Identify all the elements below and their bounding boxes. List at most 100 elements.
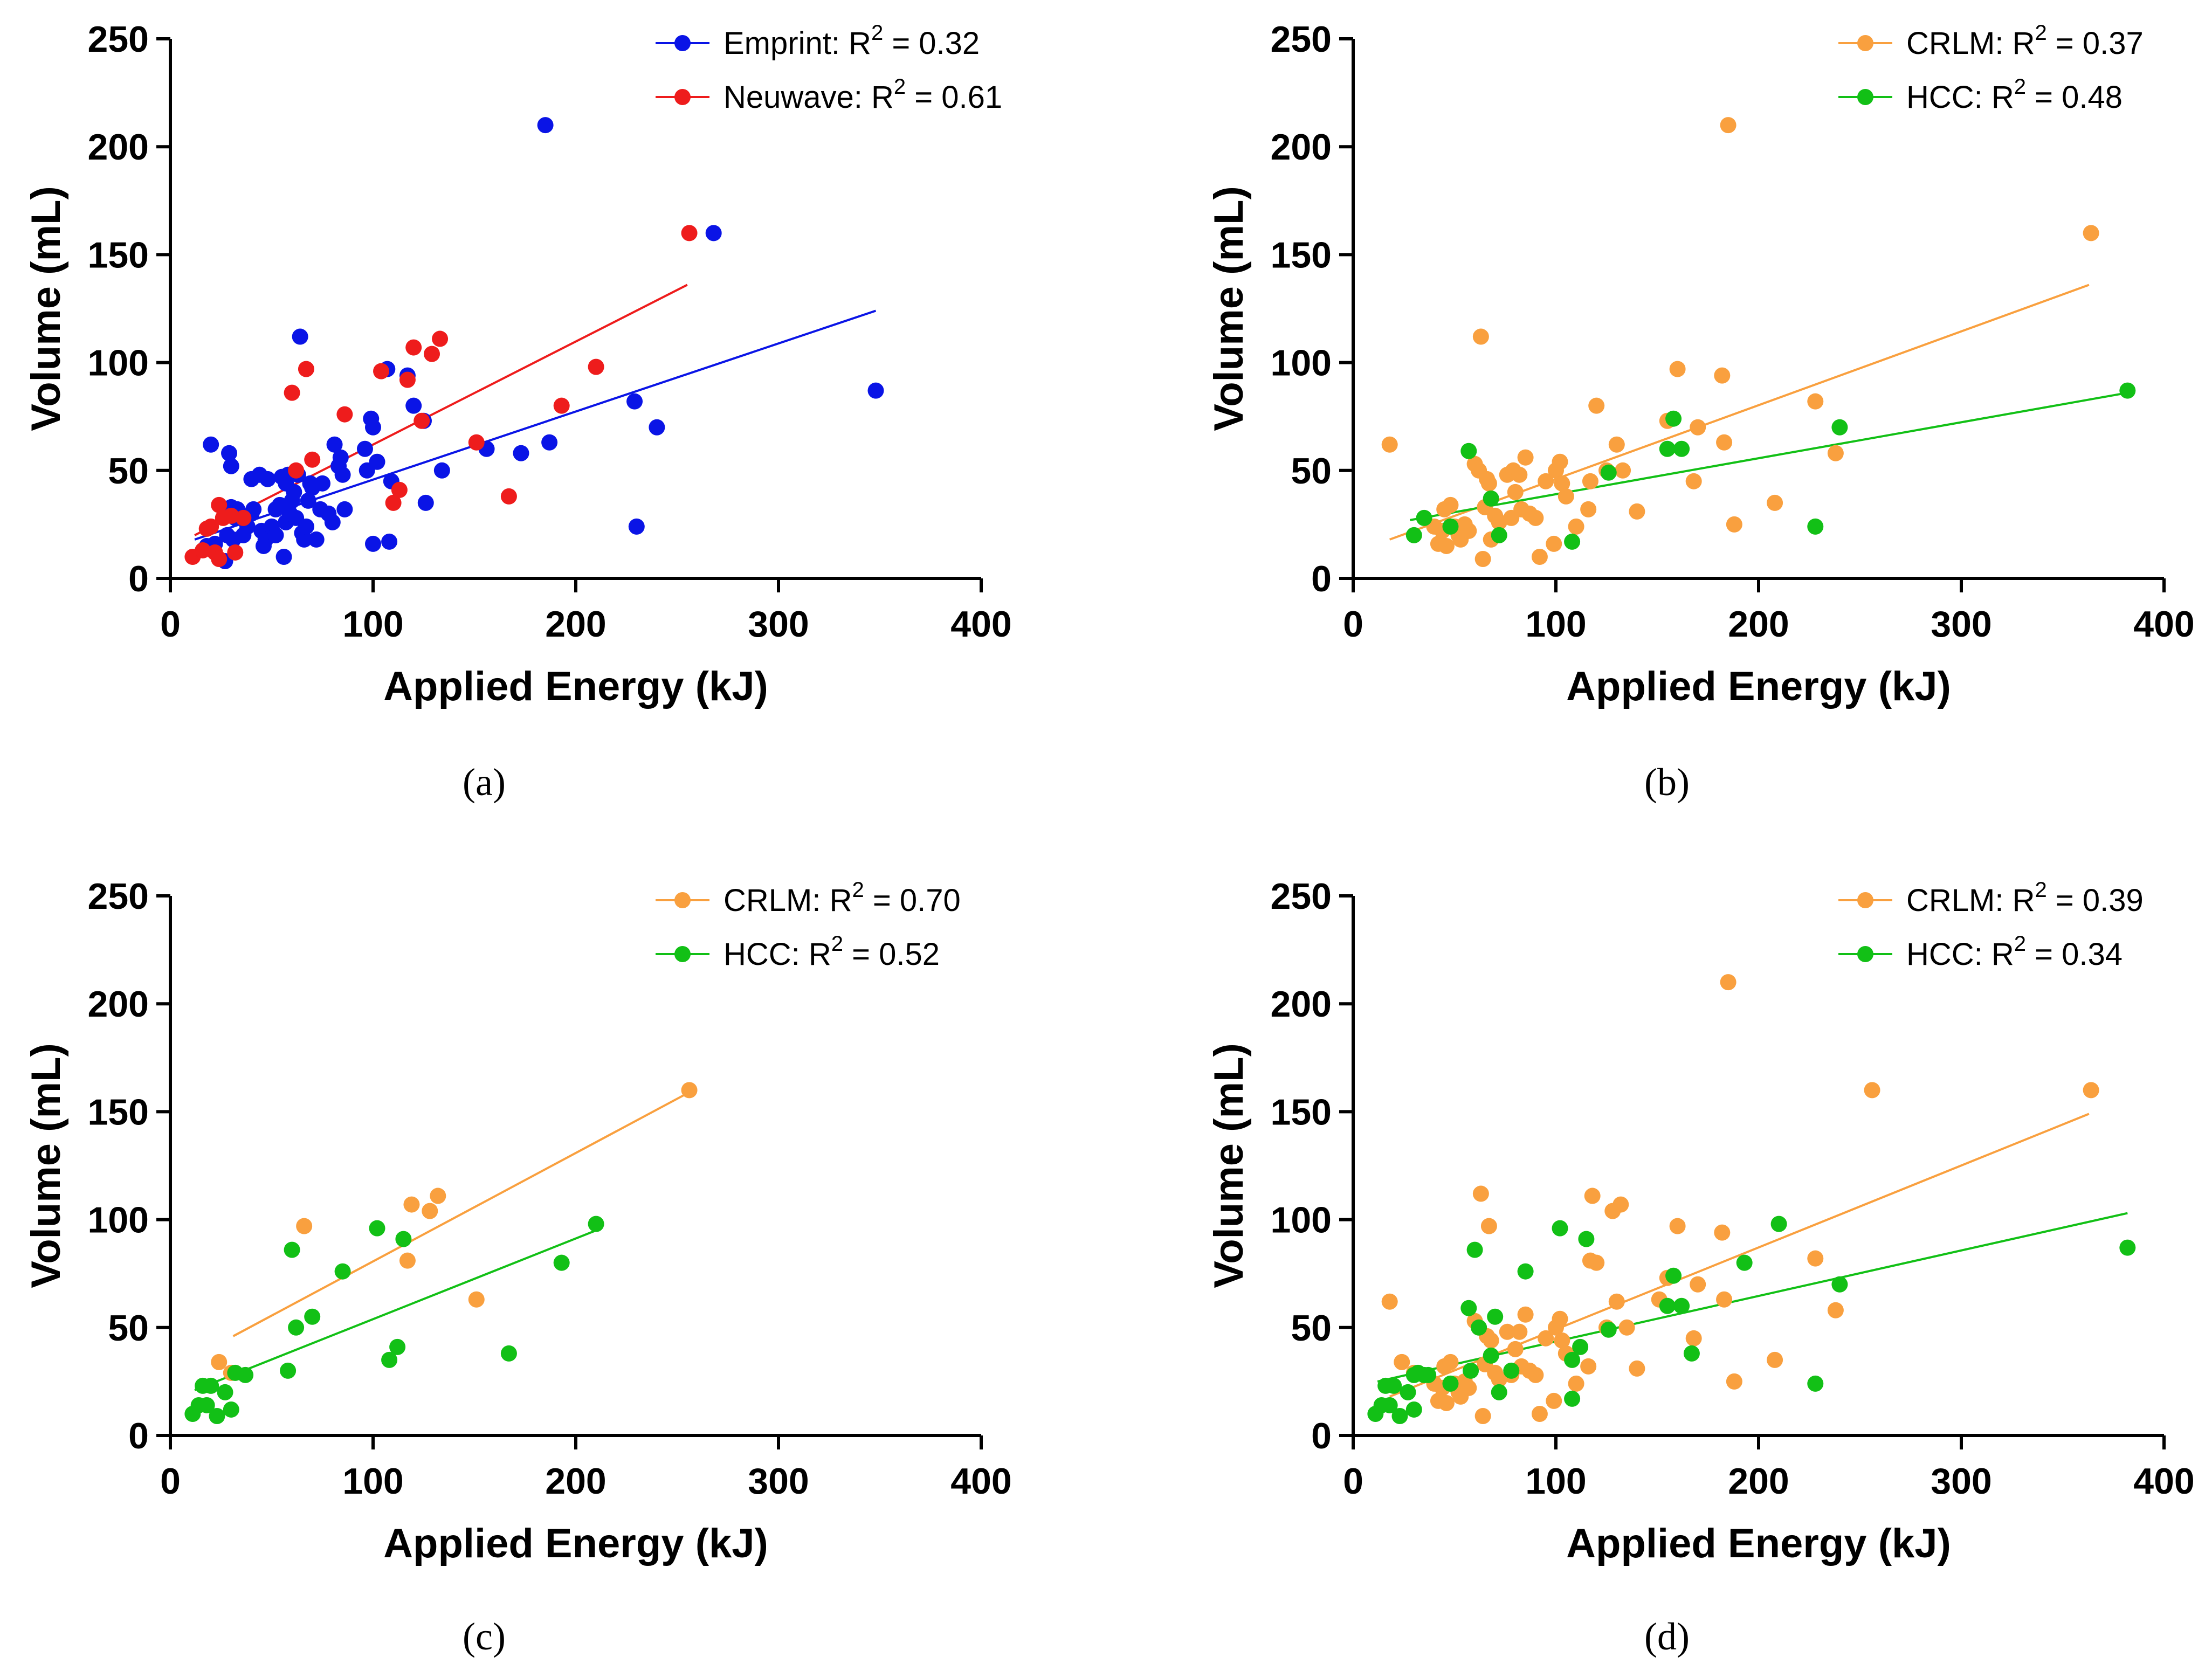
crlm-data-point xyxy=(1511,1323,1528,1340)
emprint-data-point xyxy=(314,475,330,492)
hcc-data-point xyxy=(1503,1362,1520,1379)
hcc-trend-line xyxy=(1377,1212,2128,1383)
emprint-data-point xyxy=(292,328,308,345)
crlm-data-point xyxy=(1507,484,1524,500)
x-tick-label: 400 xyxy=(950,604,1011,645)
y-tick-label: 50 xyxy=(1291,451,1332,492)
crlm-data-point xyxy=(1483,1332,1499,1349)
hcc-data-point xyxy=(1665,1267,1682,1284)
legend-entry-crlm: CRLM: R2 = 0.37 xyxy=(1838,21,2144,61)
crlm-data-point xyxy=(1807,1250,1824,1267)
hcc-data-point xyxy=(1564,1351,1581,1368)
x-tick-label: 0 xyxy=(160,1461,181,1502)
crlm-data-point xyxy=(1588,397,1605,414)
y-tick-label: 250 xyxy=(1271,19,1332,60)
hcc-data-point xyxy=(217,1384,233,1400)
emprint-data-point xyxy=(300,492,316,509)
crlm-data-point xyxy=(1558,488,1574,505)
x-tick-label: 200 xyxy=(545,604,606,645)
crlm-data-point xyxy=(1527,509,1544,526)
hcc-data-point xyxy=(1578,1231,1595,1247)
crlm-data-point xyxy=(1608,1293,1625,1310)
emprint-data-point xyxy=(267,527,284,543)
crlm-data-point xyxy=(1580,501,1597,517)
chart-panel-c: 0 50 100 150 200 250 0 100 200 300 400 Applied Ener… xyxy=(23,876,1012,1658)
hcc-data-point xyxy=(1460,443,1477,459)
legend-label: Emprint: R2 = 0.32 xyxy=(723,21,980,61)
x-tick-label: 100 xyxy=(1525,604,1586,645)
hcc-data-point xyxy=(1552,1220,1568,1237)
crlm-data-point xyxy=(1546,535,1562,552)
crlm-data-point xyxy=(1580,1358,1597,1375)
crlm-data-point xyxy=(1554,1332,1570,1349)
crlm-data-point xyxy=(1474,550,1491,567)
legend-marker xyxy=(674,35,691,51)
x-axis-title: Applied Energy (kJ) xyxy=(1566,1521,1951,1566)
x-tick-label: 400 xyxy=(2133,1461,2194,1502)
crlm-trend-line xyxy=(1389,1113,2090,1398)
hcc-data-point xyxy=(2119,1239,2136,1256)
y-tick-label: 0 xyxy=(1311,558,1332,599)
hcc-data-point xyxy=(369,1220,385,1237)
hcc-data-point xyxy=(1831,1276,1848,1293)
crlm-data-point xyxy=(1480,1218,1497,1234)
crlm-data-point xyxy=(1527,1366,1544,1383)
hcc-data-point xyxy=(1600,1321,1617,1338)
y-tick-label: 150 xyxy=(88,234,149,275)
emprint-data-point xyxy=(296,531,313,548)
crlm-data-point xyxy=(1438,1394,1455,1411)
hcc-data-point xyxy=(500,1345,517,1362)
legend-entry-hcc: HCC: R2 = 0.48 xyxy=(1838,75,2123,115)
crlm-data-point xyxy=(1629,503,1645,520)
neuwave-data-point xyxy=(373,363,390,379)
legend-marker xyxy=(1857,35,1873,51)
y-tick-label: 200 xyxy=(88,984,149,1025)
legend-label: HCC: R2 = 0.34 xyxy=(1906,932,2123,972)
emprint-data-point xyxy=(513,445,529,461)
hcc-data-point xyxy=(1381,1397,1398,1413)
x-tick-label: 200 xyxy=(1728,1461,1789,1502)
y-tick-label: 200 xyxy=(1271,127,1332,168)
crlm-data-point xyxy=(1552,453,1568,470)
hcc-data-point xyxy=(203,1377,219,1394)
crlm-data-point xyxy=(1582,473,1598,489)
hcc-data-point xyxy=(1807,1375,1824,1392)
emprint-data-point xyxy=(223,458,239,474)
crlm-data-point xyxy=(1538,1330,1554,1347)
crlm-data-point xyxy=(403,1196,420,1213)
crlm-data-point xyxy=(1714,367,1731,384)
y-tick-label: 0 xyxy=(128,558,149,599)
neuwave-data-point xyxy=(203,518,219,535)
crlm-data-point xyxy=(1531,1405,1548,1422)
crlm-data-point xyxy=(1767,1351,1783,1368)
crlm-data-point xyxy=(1442,496,1459,513)
emprint-data-point xyxy=(298,518,314,535)
x-axis-title: Applied Energy (kJ) xyxy=(383,1521,768,1566)
crlm-data-point xyxy=(1499,1323,1515,1340)
hcc-data-point xyxy=(1572,1338,1589,1355)
hcc-data-point xyxy=(1463,1362,1479,1379)
y-tick-label: 100 xyxy=(1271,343,1332,384)
hcc-data-point xyxy=(284,1241,300,1258)
hcc-data-point xyxy=(1420,1366,1437,1383)
crlm-data-point xyxy=(1720,117,1736,134)
hcc-data-point xyxy=(1442,518,1459,535)
neuwave-data-point xyxy=(288,462,305,479)
legend-entry-emprint: Emprint: R2 = 0.32 xyxy=(656,21,980,61)
emprint-data-point xyxy=(369,453,385,470)
crlm-data-point xyxy=(1538,473,1554,489)
chart-panel-d: 0 50 100 150 200 250 0 100 200 300 400 Applied Ener… xyxy=(1206,876,2195,1658)
crlm-data-point xyxy=(2083,225,2099,241)
crlm-data-point xyxy=(1552,1310,1568,1327)
hcc-data-point xyxy=(1483,490,1499,507)
crlm-data-point xyxy=(1442,1354,1459,1370)
hcc-data-point xyxy=(1831,419,1848,436)
neuwave-data-point xyxy=(284,384,300,401)
hcc-data-point xyxy=(389,1338,406,1355)
y-tick-label: 0 xyxy=(1311,1416,1332,1456)
crlm-data-point xyxy=(1381,1293,1398,1310)
chart-panel-a: 0 50 100 150 200 250 0 100 200 300 400 Applied Ener… xyxy=(23,19,1012,804)
crlm-data-point xyxy=(430,1187,446,1204)
legend-label: CRLM: R2 = 0.37 xyxy=(1906,21,2144,61)
